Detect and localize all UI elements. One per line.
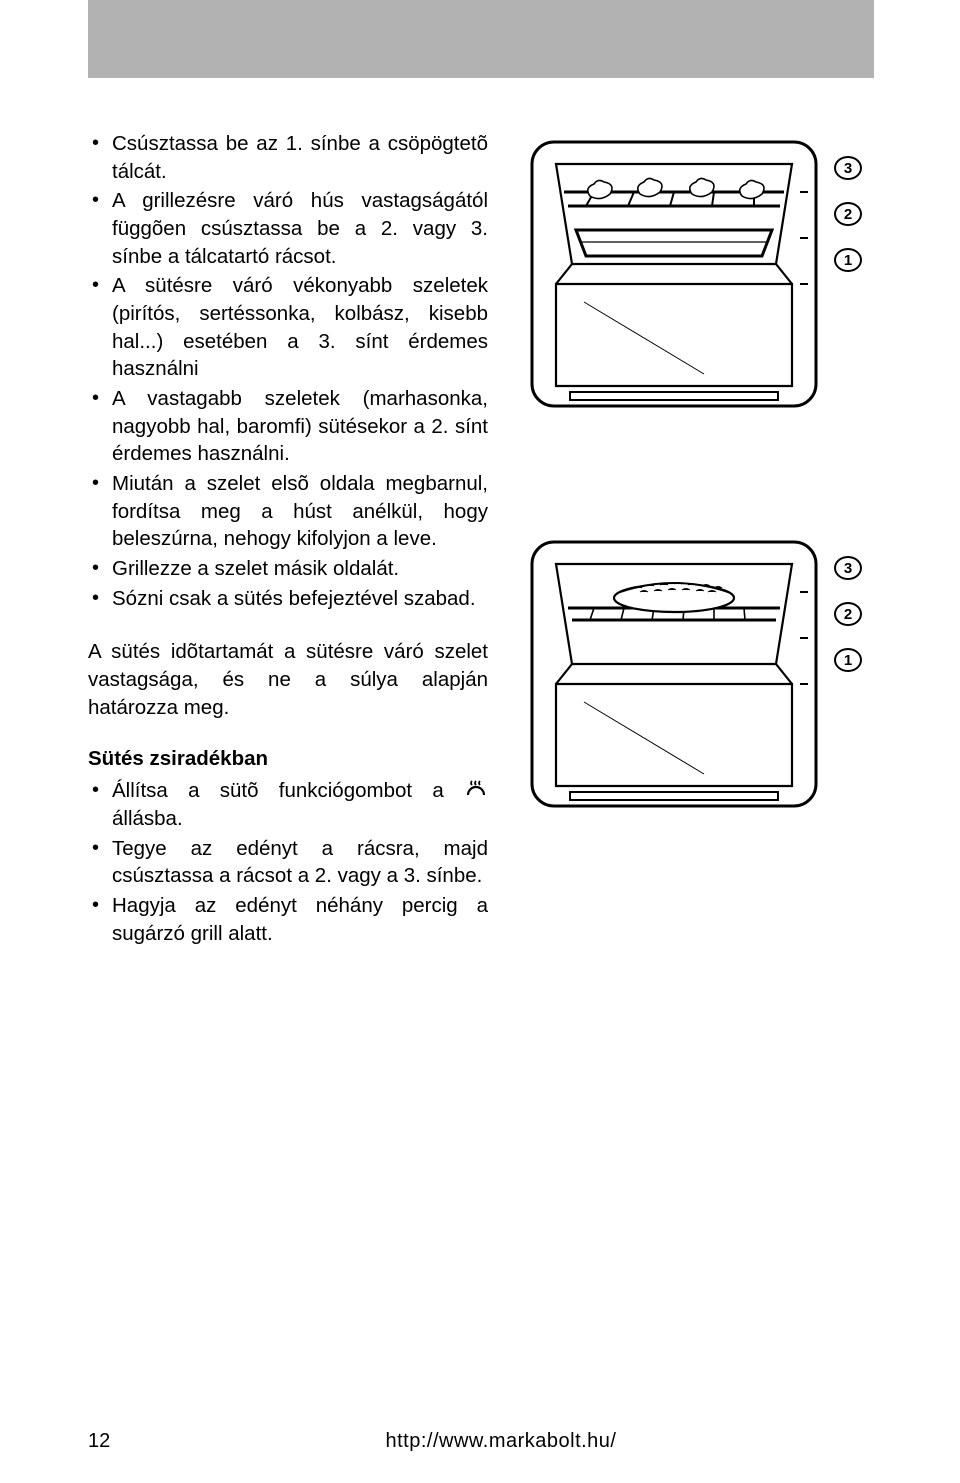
list-item: Hagyja az edényt néhány percig a sugárzó…: [88, 892, 488, 947]
grill-mode-icon: [464, 777, 488, 801]
header-band: [88, 0, 874, 78]
list-item: Grillezze a szelet másik oldalát.: [88, 555, 488, 583]
level-label: 2: [834, 602, 862, 626]
oven-dish-illustration: [524, 534, 824, 814]
bullet-text-pre: Állítsa a sütõ funkciógombot a: [112, 779, 464, 802]
level-label: 2: [834, 202, 862, 226]
bullet-list-1: Csúsztassa be az 1. sínbe a csöpögtetõ t…: [88, 130, 488, 612]
list-item: Tegye az edényt a rácsra, majd csúsztass…: [88, 835, 488, 890]
rack-labels: 3 2 1: [834, 534, 862, 672]
oven-grill-illustration: [524, 134, 824, 414]
page-number: 12: [88, 1430, 128, 1453]
diagram-oven-dish: 3 2 1: [524, 534, 874, 814]
content-area: Csúsztassa be az 1. sínbe a csöpögtetõ t…: [88, 130, 874, 949]
diagram-column: 3 2 1: [524, 130, 874, 949]
list-item: Csúsztassa be az 1. sínbe a csöpögtetõ t…: [88, 130, 488, 185]
list-item: A sütésre váró vékonyabb szeletek (pirít…: [88, 272, 488, 383]
level-label: 3: [834, 156, 862, 180]
level-label: 1: [834, 648, 862, 672]
level-label: 3: [834, 556, 862, 580]
level-label: 1: [834, 248, 862, 272]
page-footer: 12 http://www.markabolt.hu/: [88, 1430, 874, 1453]
list-item: Állítsa a sütõ funkciógombot a állásba.: [88, 777, 488, 832]
subheading-fat: Sütés zsiradékban: [88, 747, 488, 771]
list-item: Miután a szelet elsõ oldala megbarnul, f…: [88, 470, 488, 553]
list-item: A grillezésre váró hús vastagságától füg…: [88, 187, 488, 270]
diagram-oven-grill: 3 2 1: [524, 134, 874, 414]
bullet-text-post: állásba.: [112, 807, 183, 830]
list-item: Sózni csak a sütés befejeztével szabad.: [88, 585, 488, 613]
bullet-list-2: Állítsa a sütõ funkciógombot a állásba. …: [88, 777, 488, 947]
rack-labels: 3 2 1: [834, 134, 862, 272]
list-item: A vastagabb szeletek (marhasonka, nagyob…: [88, 385, 488, 468]
text-column: Csúsztassa be az 1. sínbe a csöpögtetõ t…: [88, 130, 488, 949]
paragraph-duration: A sütés idõtartamát a sütésre váró szele…: [88, 638, 488, 721]
footer-url: http://www.markabolt.hu/: [128, 1430, 874, 1453]
